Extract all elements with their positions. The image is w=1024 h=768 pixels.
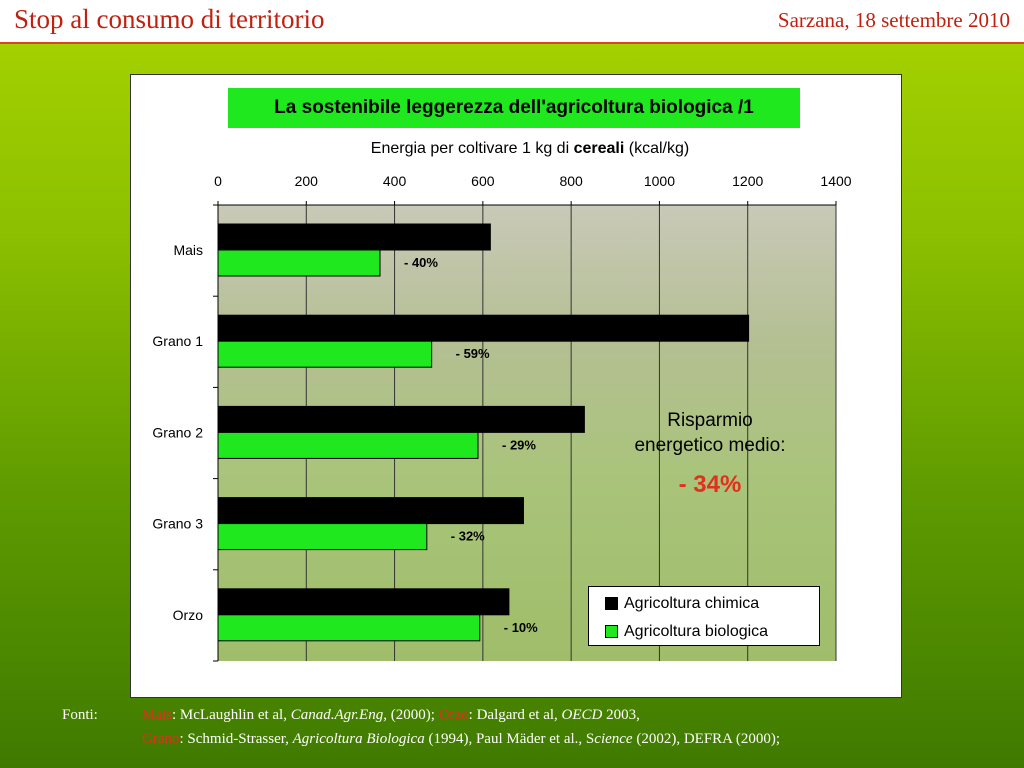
bar-biologica (217, 249, 381, 277)
x-tick-label: 0 (214, 173, 222, 189)
data-label: - 29% (502, 437, 536, 452)
sources-line-2: Grano: Schmid-Strasser, Agricoltura Biol… (142, 728, 780, 750)
bar-biologica (217, 431, 479, 459)
annotation-line2: energetico medio: (634, 435, 786, 456)
data-label: - 32% (451, 529, 485, 544)
chart-title: La sostenibile leggerezza dell'agricoltu… (228, 88, 800, 128)
page-title: Stop al consumo di territorio (14, 4, 325, 34)
source-segment: (2002), DEFRA (2000); (632, 731, 781, 747)
data-label: - 40% (404, 255, 438, 270)
sources-line-1: Mais: McLaughlin et al, Canad.Agr.Eng, (… (142, 704, 640, 726)
date-location-label: Sarzana, 18 settembre 2010 (777, 8, 1010, 32)
bar-chimica (217, 497, 524, 525)
source-segment: cience (594, 731, 633, 747)
legend-item-chimica: Agricoltura chimica (605, 595, 759, 613)
header-bar: Stop al consumo di territorio Sarzana, 1… (0, 0, 1024, 44)
bar-chimica (217, 223, 491, 251)
legend-swatch-chimica (605, 597, 618, 611)
x-tick-label: 800 (559, 173, 583, 189)
source-segment: 2003, (602, 707, 640, 723)
legend: Agricoltura chimica Agricoltura biologic… (588, 586, 820, 646)
bar-chimica (217, 588, 510, 616)
category-label: Orzo (173, 607, 204, 623)
bar-chimica (217, 314, 750, 342)
legend-swatch-biologica (605, 625, 618, 639)
category-label: Grano 1 (152, 333, 203, 349)
source-segment: (1994), Paul Mäder et al., S (424, 731, 595, 747)
x-tick-label: 1400 (820, 173, 851, 189)
source-segment: , (2000); (383, 707, 439, 723)
data-label: - 59% (456, 346, 490, 361)
x-tick-label: 1200 (732, 173, 763, 189)
source-segment: : McLaughlin et al, (172, 707, 291, 723)
annotation-line1: Risparmio (667, 410, 753, 431)
x-tick-label: 600 (471, 173, 495, 189)
x-tick-label: 400 (383, 173, 407, 189)
source-segment: Agricoltura Biologica (292, 731, 425, 747)
bar-biologica (217, 614, 481, 642)
annotation-box: Risparmio energetico medio: - 34% (600, 408, 820, 499)
subtitle-bold: cereali (573, 140, 625, 157)
bar-biologica (217, 523, 428, 551)
bar-biologica (217, 340, 433, 368)
source-segment: Canad.Agr.Eng (290, 707, 384, 723)
x-tick-label: 200 (295, 173, 319, 189)
chart-subtitle: Energia per coltivare 1 kg di cereali (k… (130, 140, 930, 158)
source-segment: Mais (142, 707, 172, 723)
source-segment: : Dalgard et al, (468, 707, 562, 723)
source-segment: Grano (142, 731, 180, 747)
data-label: - 10% (504, 620, 538, 635)
legend-item-biologica: Agricoltura biologica (605, 623, 768, 641)
legend-label-biologica: Agricoltura biologica (624, 623, 769, 640)
subtitle-pre: Energia per coltivare 1 kg di (370, 140, 574, 157)
legend-label-chimica: Agricoltura chimica (624, 595, 760, 612)
source-segment: : Schmid-Strasser, (179, 731, 293, 747)
annotation-value: - 34% (678, 471, 742, 498)
source-segment: Orzo (438, 707, 469, 723)
source-segment: OECD (561, 707, 603, 723)
subtitle-post: (kcal/kg) (624, 140, 690, 157)
category-label: Mais (173, 242, 203, 258)
x-tick-label: 1000 (644, 173, 675, 189)
sources-label: Fonti: (62, 707, 98, 723)
category-label: Grano 3 (152, 516, 203, 532)
bar-chimica (217, 405, 585, 433)
category-label: Grano 2 (152, 424, 203, 440)
